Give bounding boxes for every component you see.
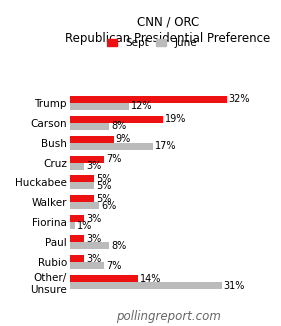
- Text: 31%: 31%: [224, 280, 245, 290]
- Text: 5%: 5%: [96, 174, 112, 184]
- Text: 8%: 8%: [111, 121, 126, 131]
- Text: 14%: 14%: [140, 274, 162, 284]
- Bar: [70, 222, 74, 229]
- Text: 7%: 7%: [106, 260, 121, 271]
- Bar: [70, 235, 84, 242]
- Bar: [70, 183, 94, 189]
- Text: 3%: 3%: [86, 234, 102, 244]
- Text: 12%: 12%: [130, 101, 152, 111]
- Title: CNN / ORC
Republican Presidential Preference: CNN / ORC Republican Presidential Prefer…: [65, 15, 270, 45]
- Text: 7%: 7%: [106, 154, 121, 164]
- Text: 19%: 19%: [165, 114, 186, 124]
- Bar: [70, 175, 94, 183]
- Text: 3%: 3%: [86, 254, 102, 264]
- Text: 32%: 32%: [229, 94, 250, 104]
- Bar: [70, 136, 114, 142]
- Bar: [70, 142, 153, 150]
- Text: 3%: 3%: [86, 161, 102, 171]
- Bar: [70, 96, 227, 103]
- Bar: [70, 156, 104, 163]
- Bar: [70, 255, 84, 262]
- Bar: [70, 163, 84, 170]
- Text: 1%: 1%: [76, 221, 92, 231]
- Bar: [70, 116, 163, 123]
- Text: 6%: 6%: [101, 201, 116, 211]
- Text: pollingreport.com: pollingreport.com: [116, 310, 221, 323]
- Bar: [70, 202, 99, 209]
- Bar: [70, 123, 109, 130]
- Text: 9%: 9%: [116, 134, 131, 144]
- Text: 3%: 3%: [86, 214, 102, 224]
- Bar: [70, 242, 109, 249]
- Text: 5%: 5%: [96, 194, 112, 204]
- Bar: [70, 195, 94, 202]
- Text: 8%: 8%: [111, 241, 126, 251]
- Bar: [70, 282, 222, 289]
- Bar: [70, 215, 84, 222]
- Legend: Sept, June: Sept, June: [107, 38, 197, 48]
- Bar: [70, 103, 128, 110]
- Bar: [70, 262, 104, 269]
- Text: 5%: 5%: [96, 181, 112, 191]
- Text: 17%: 17%: [155, 141, 176, 151]
- Bar: [70, 275, 138, 282]
